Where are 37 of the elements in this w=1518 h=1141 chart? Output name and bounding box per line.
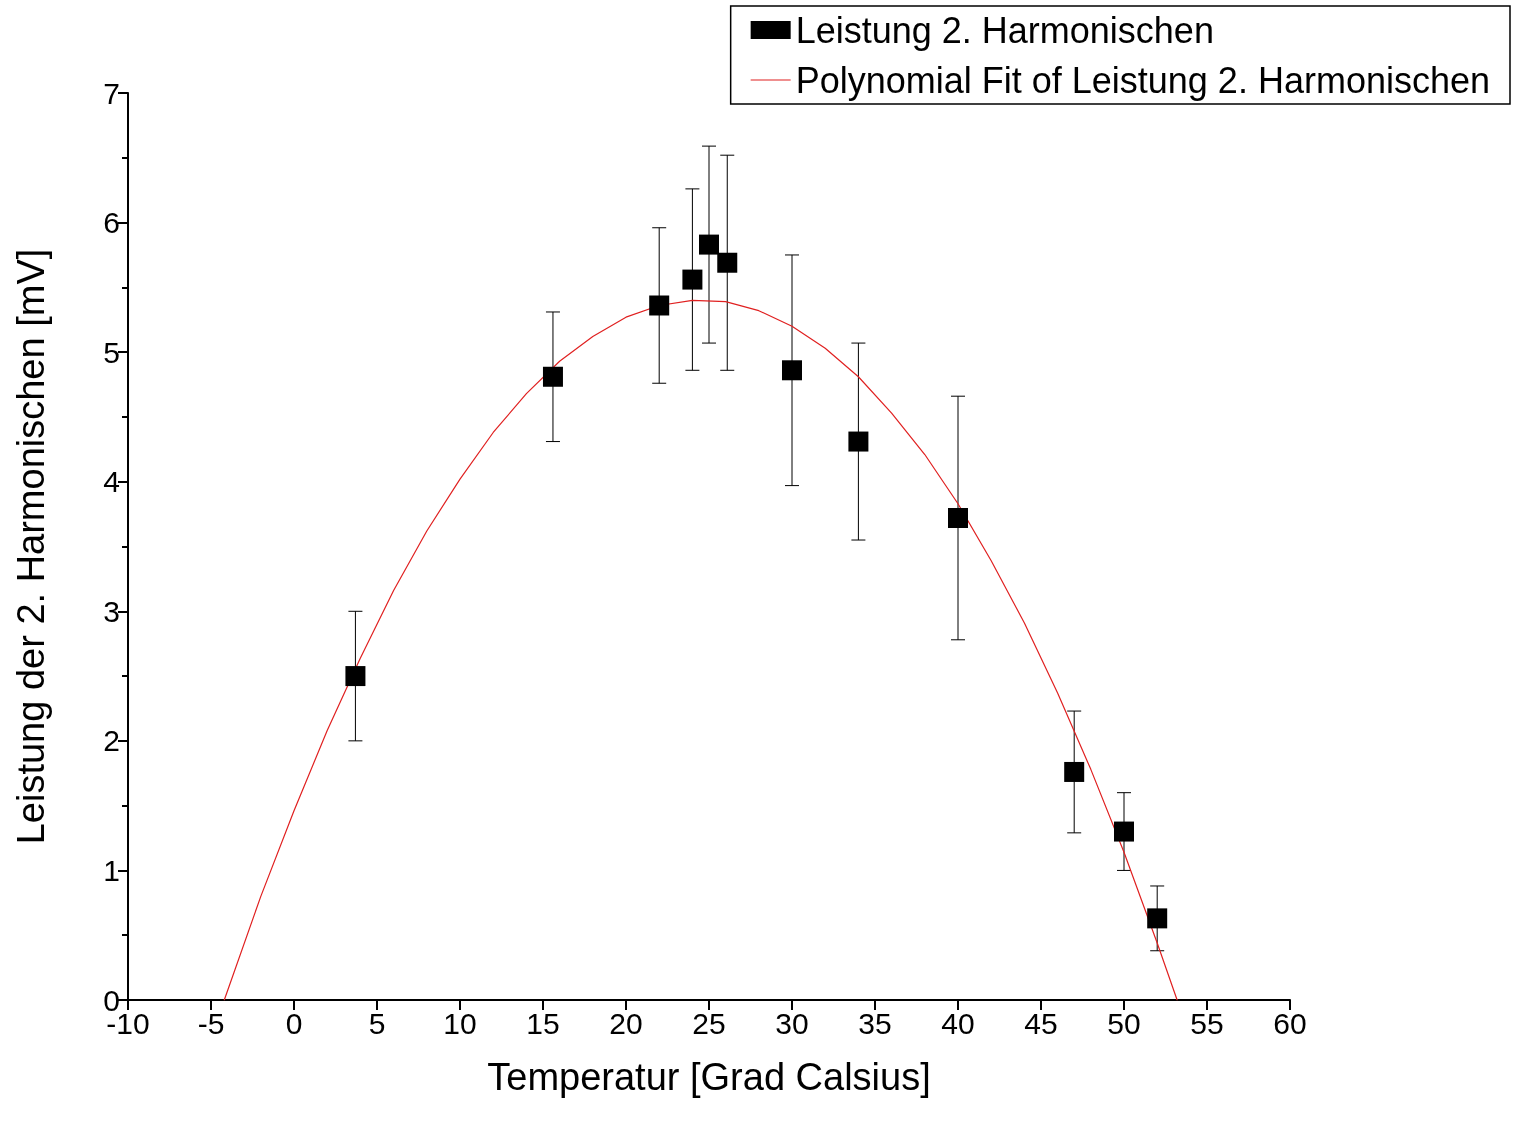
x-tick-label: 25 (692, 1006, 726, 1040)
x-tick-label: 10 (443, 1006, 477, 1040)
x-axis-title: Temperatur [Grad Calsius] (487, 1056, 931, 1098)
y-tick-label: 1 (103, 853, 120, 887)
x-tick-label: 55 (1190, 1006, 1224, 1040)
point (542, 366, 563, 387)
point (1064, 761, 1085, 782)
point (649, 295, 670, 316)
point (848, 431, 869, 452)
x-tick-label: 20 (609, 1006, 643, 1040)
x-tick-label: 5 (368, 1006, 386, 1040)
point (1114, 821, 1134, 842)
point (782, 360, 802, 381)
x-tick-label: 50 (1107, 1006, 1141, 1040)
x-tick-label: -5 (197, 1006, 225, 1040)
x-tick-label: 60 (1273, 1006, 1307, 1040)
x-tick-label: 35 (858, 1006, 892, 1040)
x-tick-label: 30 (775, 1006, 809, 1040)
y-tick-label: 7 (103, 76, 120, 110)
x-tick-label: 0 (285, 1006, 303, 1040)
y-axis-title: Leistung der 2. Harmonischen [mV] (10, 248, 52, 845)
point (345, 666, 366, 687)
x-tick-label: 45 (1024, 1006, 1058, 1040)
y-tick-label: 5 (103, 335, 120, 369)
point (717, 252, 738, 273)
point (1147, 908, 1168, 929)
legend-label: Polynomial Fit of Leistung 2. Harmonischen (795, 59, 1491, 101)
y-tick-label: 4 (103, 465, 120, 499)
point (948, 507, 968, 528)
y-tick-label: 2 (103, 724, 120, 758)
point (682, 269, 703, 290)
legend-label: Leistung 2. Harmonischen (795, 9, 1214, 51)
x-tick-label: 15 (526, 1006, 560, 1040)
y-tick-label: 6 (103, 206, 120, 240)
point (699, 234, 719, 255)
y-tick-label: 3 (103, 594, 120, 628)
x-tick-label: 40 (941, 1006, 975, 1040)
